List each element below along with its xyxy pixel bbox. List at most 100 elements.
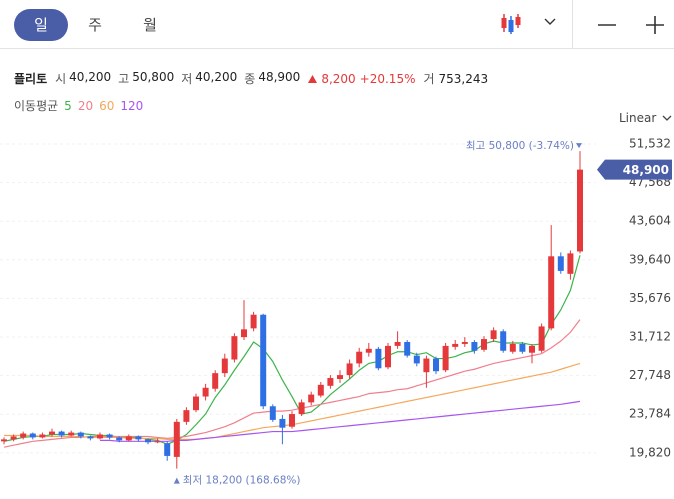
candle-body: [461, 341, 468, 344]
candle-body: [471, 341, 478, 351]
candle-body: [68, 432, 75, 436]
candle-body: [10, 436, 17, 440]
candle-body: [375, 348, 382, 369]
header: 일 주 월: [0, 0, 674, 49]
candle-body: [221, 358, 228, 374]
tab-day[interactable]: 일: [14, 9, 68, 41]
y-tick-label: 43,604: [629, 214, 671, 228]
candle-body: [145, 439, 151, 443]
zoom-in-button[interactable]: [644, 14, 666, 36]
stock-name: 플리토: [14, 72, 48, 86]
candle-body: [154, 441, 161, 443]
candle-body: [490, 330, 497, 340]
y-tick-label: 23,784: [629, 407, 671, 421]
price-badge: [597, 159, 672, 180]
ma-legend: 이동평균 5 20 60 120: [14, 97, 145, 114]
candle-body: [58, 431, 65, 436]
candle-body: [346, 363, 353, 376]
field-value: 50,800: [132, 70, 175, 84]
candle-body: [308, 394, 315, 403]
candle-body: [317, 384, 324, 396]
ma-line: [100, 400, 581, 442]
candle-body: [365, 348, 372, 353]
candle-body: [260, 314, 267, 407]
high-marker: [576, 143, 582, 149]
candle-body: [577, 169, 583, 252]
quote-row: 플리토 시 40,200 고 50,800 저 40,200 종 48,900 8,200 +…: [14, 70, 488, 87]
chart-type-button[interactable]: [496, 10, 526, 38]
candle-body: [87, 436, 94, 439]
candle-body: [452, 343, 459, 347]
current-price: 48,900: [623, 163, 669, 177]
ma-legend-entry: 60: [99, 98, 115, 113]
separator: [572, 0, 573, 48]
candle-body: [557, 256, 564, 271]
candle-body: [394, 341, 401, 346]
candle-body: [49, 431, 55, 435]
y-tick-label: 35,676: [629, 291, 671, 305]
y-tick-label: 39,640: [629, 252, 671, 266]
y-tick-label: 51,532: [629, 137, 671, 151]
field-label: 고: [118, 72, 130, 86]
candle-body: [567, 253, 574, 274]
candle-body: [423, 358, 430, 373]
field-label: 저: [181, 72, 193, 86]
candle-body: [269, 406, 276, 420]
candle-body: [183, 410, 190, 422]
candle-body: [500, 331, 507, 351]
zoom-out-button[interactable]: [596, 14, 618, 36]
low-marker: [173, 477, 180, 484]
scale-chevron: [662, 115, 672, 121]
y-tick-label: 27,748: [629, 368, 671, 382]
candle-body: [106, 434, 113, 438]
candle-body: [538, 326, 545, 351]
dropdown-chevron[interactable]: [543, 16, 557, 28]
candles: [1, 151, 583, 469]
candle-body: [404, 341, 411, 356]
candle-body: [135, 436, 142, 440]
field-value: 48,900: [258, 70, 301, 84]
candle-body: [164, 443, 171, 456]
tab-week[interactable]: 주: [88, 16, 102, 34]
scale-mode[interactable]: Linear: [619, 111, 672, 125]
candle-body: [39, 434, 46, 438]
candle-body: [202, 387, 209, 397]
field-label: 시: [55, 72, 67, 86]
candle-body: [250, 314, 257, 329]
tab-month[interactable]: 월: [143, 16, 157, 34]
candle-body: [231, 336, 238, 360]
candle-body: [337, 375, 343, 379]
candle-body: [509, 343, 516, 352]
candle-body: [385, 345, 391, 368]
ma-legend-entry: 20: [77, 98, 94, 113]
ma-legend-label: 이동평균: [14, 99, 59, 113]
candle-body: [77, 432, 84, 437]
candle-body: [241, 329, 247, 338]
candle-body: [116, 437, 123, 441]
y-axis: 51,53247,56843,60439,64035,67631,71227,7…: [173, 137, 672, 487]
candle-body: [433, 358, 439, 372]
high-annotation: 최고 50,800 (-3.74%): [466, 140, 574, 152]
candle-body: [529, 345, 535, 353]
candle-body: [193, 396, 199, 411]
candle-body: [298, 402, 305, 415]
volume: 753,243: [438, 71, 489, 86]
up-arrow: [308, 74, 318, 83]
y-tick-label: 31,712: [629, 330, 671, 344]
candle-body: [125, 436, 132, 441]
candle-body: [279, 418, 286, 428]
candle-body: [548, 256, 555, 329]
candle-body: [481, 339, 487, 350]
candle-body: [442, 345, 449, 371]
change-percent: +20.15%: [359, 71, 416, 86]
field-label: 종: [244, 72, 256, 86]
candle-body: [20, 433, 27, 438]
candle-body: [356, 351, 363, 364]
volume-label: 거: [423, 72, 435, 86]
candle-body: [327, 378, 334, 386]
candle-body: [173, 421, 180, 457]
y-tick-label: 19,820: [629, 445, 671, 459]
candle-body: [1, 439, 7, 442]
